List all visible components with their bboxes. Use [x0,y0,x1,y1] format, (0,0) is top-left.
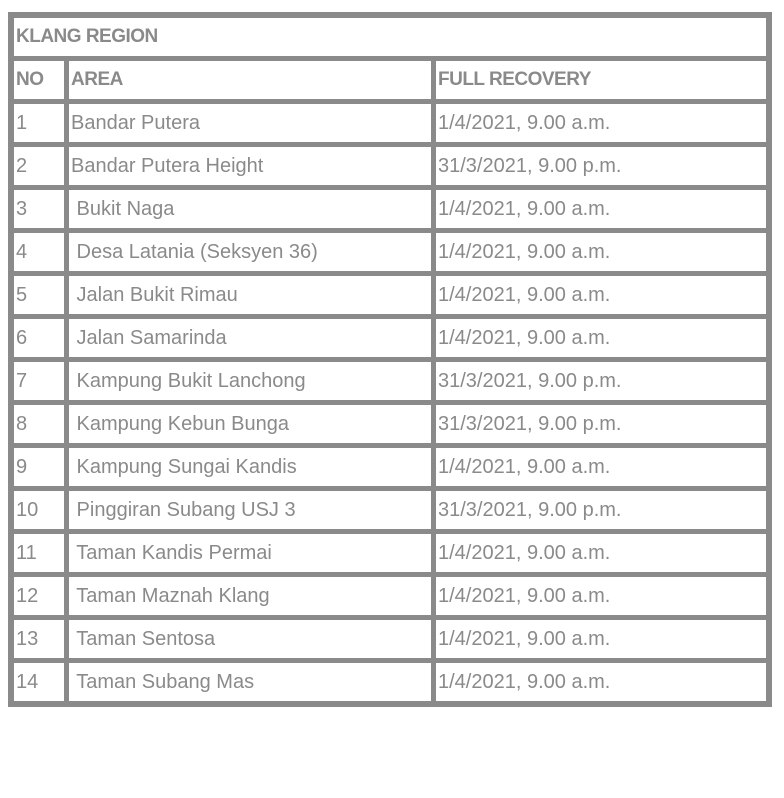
header-no: NO [8,56,69,104]
header-row: NO AREA FULL RECOVERY [8,56,772,104]
cell-full-recovery: 31/3/2021, 9.00 p.m. [431,357,772,405]
cell-full-recovery: 1/4/2021, 9.00 a.m. [431,529,772,577]
table-title: KLANG REGION [8,12,772,61]
recovery-table: KLANG REGION NO AREA FULL RECOVERY 1 Band… [8,12,772,707]
cell-area: Taman Maznah Klang [64,572,436,620]
cell-no: 6 [8,314,69,362]
table-row: 6 Jalan Samarinda 1/4/2021, 9.00 a.m. [8,314,772,362]
cell-area: Kampung Kebun Bunga [64,400,436,448]
cell-full-recovery: 1/4/2021, 9.00 a.m. [431,314,772,362]
table-row: 2 Bandar Putera Height 31/3/2021, 9.00 p.m… [8,142,772,190]
cell-area: Taman Subang Mas [64,658,436,707]
cell-full-recovery: 1/4/2021, 9.00 a.m. [431,443,772,491]
cell-no: 1 [8,99,69,147]
table-row: 10 Pinggiran Subang USJ 3 31/3/2021, 9.00… [8,486,772,534]
cell-area: Taman Kandis Permai [64,529,436,577]
cell-full-recovery: 1/4/2021, 9.00 a.m. [431,185,772,233]
cell-full-recovery: 31/3/2021, 9.00 p.m. [431,400,772,448]
cell-area: Taman Sentosa [64,615,436,663]
table-row: 12 Taman Maznah Klang 1/4/2021, 9.00 a.m. [8,572,772,620]
cell-no: 8 [8,400,69,448]
table-row: 8 Kampung Kebun Bunga 31/3/2021, 9.00 p.m… [8,400,772,448]
cell-area: Desa Latania (Seksyen 36) [64,228,436,276]
table-row: 14 Taman Subang Mas 1/4/2021, 9.00 a.m. [8,658,772,707]
cell-area: Bukit Naga [64,185,436,233]
cell-full-recovery: 1/4/2021, 9.00 a.m. [431,615,772,663]
table-row: 13 Taman Sentosa 1/4/2021, 9.00 a.m. [8,615,772,663]
cell-no: 14 [8,658,69,707]
cell-full-recovery: 1/4/2021, 9.00 a.m. [431,271,772,319]
cell-full-recovery: 1/4/2021, 9.00 a.m. [431,99,772,147]
cell-full-recovery: 31/3/2021, 9.00 p.m. [431,142,772,190]
header-full-recovery: FULL RECOVERY [431,56,772,104]
table-row: 9 Kampung Sungai Kandis 1/4/2021, 9.00 a.… [8,443,772,491]
cell-area: Kampung Bukit Lanchong [64,357,436,405]
table-row: 5 Jalan Bukit Rimau 1/4/2021, 9.00 a.m. [8,271,772,319]
cell-no: 11 [8,529,69,577]
title-row: KLANG REGION [8,12,772,61]
cell-no: 9 [8,443,69,491]
cell-no: 5 [8,271,69,319]
cell-area: Bandar Putera Height [64,142,436,190]
cell-area: Bandar Putera [64,99,436,147]
cell-no: 13 [8,615,69,663]
cell-area: Jalan Samarinda [64,314,436,362]
cell-area: Pinggiran Subang USJ 3 [64,486,436,534]
cell-no: 12 [8,572,69,620]
cell-no: 10 [8,486,69,534]
cell-no: 3 [8,185,69,233]
table-row: 1 Bandar Putera 1/4/2021, 9.00 a.m. [8,99,772,147]
cell-full-recovery: 1/4/2021, 9.00 a.m. [431,228,772,276]
cell-no: 2 [8,142,69,190]
cell-no: 4 [8,228,69,276]
cell-area: Kampung Sungai Kandis [64,443,436,491]
table-row: 3 Bukit Naga 1/4/2021, 9.00 a.m. [8,185,772,233]
cell-full-recovery: 1/4/2021, 9.00 a.m. [431,658,772,707]
cell-area: Jalan Bukit Rimau [64,271,436,319]
cell-full-recovery: 1/4/2021, 9.00 a.m. [431,572,772,620]
table-row: 4 Desa Latania (Seksyen 36) 1/4/2021, 9.0… [8,228,772,276]
header-area: AREA [64,56,436,104]
table-row: 11 Taman Kandis Permai 1/4/2021, 9.00 a.m… [8,529,772,577]
cell-no: 7 [8,357,69,405]
cell-full-recovery: 31/3/2021, 9.00 p.m. [431,486,772,534]
table-row: 7 Kampung Bukit Lanchong 31/3/2021, 9.00 … [8,357,772,405]
